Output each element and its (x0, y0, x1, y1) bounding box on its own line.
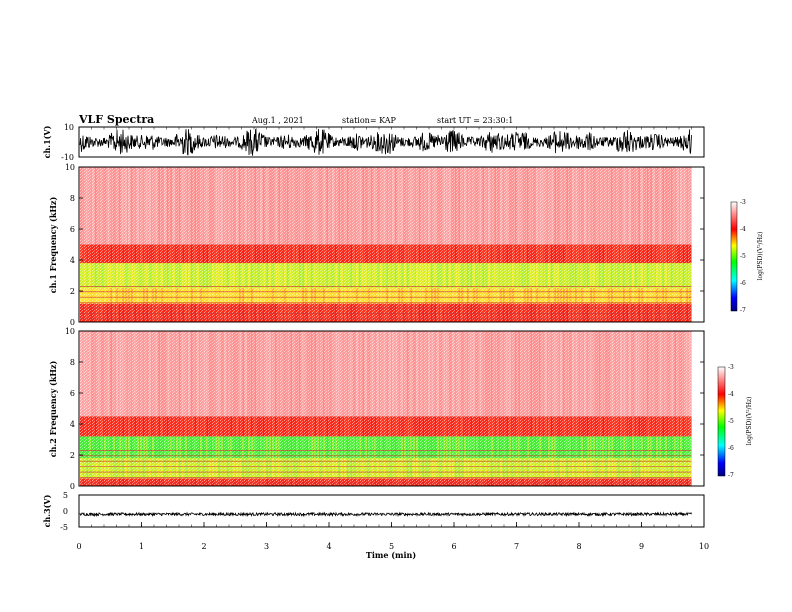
start-time-label: start UT = 23:30:1 (437, 116, 513, 125)
ytick-label: 4 (70, 256, 75, 265)
xtick-label: 10 (699, 542, 709, 551)
colorbar-ch2-tick-1: -4 (728, 391, 734, 398)
xtick-label: 5 (389, 542, 394, 551)
ytick-label: 10 (65, 327, 75, 336)
colorbar-ch2-gradient (717, 366, 726, 477)
colorbar-ch1-tick-2: -5 (740, 253, 746, 260)
spectrogram-ch1-panel: 0 2 4 6 8 10 ch.1 Frequency (kHz) (48, 163, 705, 327)
waveform-ch3-ytick-bottom: -5 (60, 523, 68, 532)
spectrogram-ch1-yticks: 0 2 4 6 8 10 (65, 163, 705, 327)
xtick-label: 6 (451, 542, 456, 551)
colorbar-ch1: -3 -4 -5 -6 -7 log(PSD)(V²/Hz) (730, 199, 764, 314)
waveform-ch1-ytick-top: 10 (64, 123, 74, 132)
xtick-label: 3 (264, 542, 269, 551)
xtick-label: 0 (76, 542, 81, 551)
spectrogram-texture (80, 332, 692, 485)
spectrogram-texture (80, 168, 692, 321)
spectrogram-border (78, 166, 705, 323)
time-axis-label: Time (min) (366, 550, 416, 560)
xtick-label: 4 (326, 542, 331, 551)
colorbar-ch2-tick-0: -3 (728, 364, 734, 371)
colorbar-ch1-tick-1: -4 (740, 226, 746, 233)
spectrogram-ch2-image (80, 331, 692, 486)
xtick-label: 8 (576, 542, 581, 551)
xtick-label: 7 (514, 542, 519, 551)
colorbar-ch1-label: log(PSD)(V²/Hz) (757, 232, 764, 281)
xtick-label: 1 (139, 542, 144, 551)
waveform-ch1-panel: 10 -10 ch.1(V) (42, 123, 705, 162)
ytick-label: 0 (70, 318, 75, 327)
colorbar-ch1-gradient (730, 201, 738, 312)
spectrogram-ch2-yticks: 0 2 4 6 8 10 (65, 327, 705, 491)
spectrogram-ch1-image (80, 167, 692, 322)
waveform-ch3-panel: 5 0 -5 ch.3(V) 0 1 2 3 4 5 6 7 8 9 10 Time (min) (42, 127, 709, 560)
spectrogram-ch1-ylabel: ch.1 Frequency (kHz) (48, 197, 58, 294)
waveform-ch1-ytick-bottom: -10 (61, 153, 74, 162)
figure-title: VLF Spectra (78, 113, 154, 126)
waveform-ch3-ytick-mid: 0 (63, 507, 68, 516)
date-label: Aug.1 , 2021 (251, 116, 304, 125)
spectrogram-border (78, 330, 705, 487)
colorbar-ch2-tick-2: -5 (728, 418, 734, 425)
ytick-label: 6 (70, 225, 75, 234)
colorbar-ch1-tick-4: -7 (740, 307, 746, 314)
xtick-label: 2 (201, 542, 206, 551)
colorbar-ch2-tick-4: -7 (728, 472, 734, 479)
ytick-label: 8 (70, 194, 75, 203)
ytick-label: 2 (70, 451, 75, 460)
colorbar-ch2: -3 -4 -5 -6 -7 log(PSD)(V²/Hz) (717, 364, 753, 479)
ytick-label: 0 (70, 482, 75, 491)
waveform-ch3-frame (78, 494, 705, 528)
colorbar-ch1-tick-0: -3 (740, 199, 746, 206)
ytick-label: 10 (65, 163, 75, 172)
waveform-ch3-trace (79, 511, 692, 518)
waveform-ch1-trace (79, 127, 692, 156)
spectrogram-ch2-panel: 0 2 4 6 8 10 ch.2 Frequency (kHz) (48, 327, 705, 491)
time-axis-ticks: 0 1 2 3 4 5 6 7 8 9 10 (76, 127, 709, 551)
station-label: station= KAP (342, 116, 397, 125)
waveform-ch1-ylabel: ch.1(V) (42, 125, 52, 158)
ytick-label: 8 (70, 358, 75, 367)
waveform-ch3-ytick-top: 5 (63, 491, 68, 500)
ytick-label: 4 (70, 420, 75, 429)
colorbar-ch2-tick-3: -6 (728, 445, 734, 452)
ytick-label: 2 (70, 287, 75, 296)
ytick-label: 6 (70, 389, 75, 398)
colorbar-ch2-label: log(PSD)(V²/Hz) (746, 397, 753, 446)
colorbar-ch1-tick-3: -6 (740, 280, 746, 287)
waveform-ch3-ylabel: ch.3(V) (42, 494, 52, 527)
xtick-label: 9 (639, 542, 644, 551)
spectrogram-ch2-ylabel: ch.2 Frequency (kHz) (48, 361, 58, 458)
